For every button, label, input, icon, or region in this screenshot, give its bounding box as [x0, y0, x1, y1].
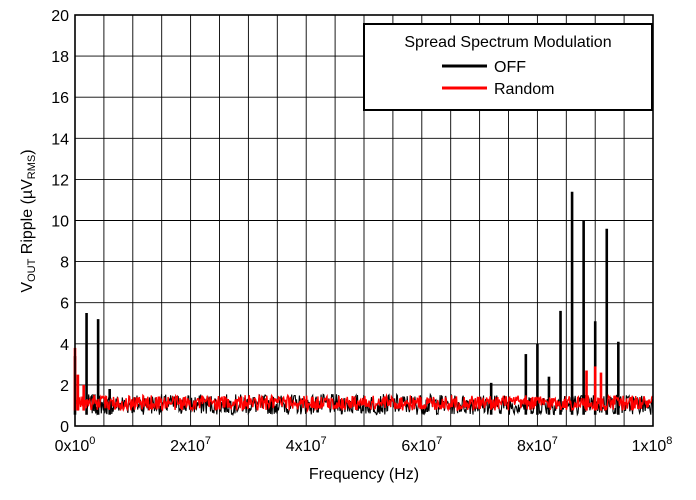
legend-label-off: OFF — [494, 59, 526, 76]
series-noise-floor — [74, 392, 654, 414]
y-tick-label: 4 — [60, 337, 69, 354]
legend-box — [363, 23, 653, 111]
plot-frame — [74, 14, 654, 427]
y-tick-label: 12 — [51, 172, 69, 189]
y-tick-label: 16 — [51, 90, 69, 107]
legend-entries: OFF Random — [442, 59, 554, 98]
y-tick-label: 20 — [51, 8, 69, 25]
legend-label-random: Random — [494, 81, 554, 98]
x-tick-label: 2x107 — [170, 435, 211, 455]
x-tick-label: 4x107 — [286, 435, 327, 455]
x-tick-label: 0x100 — [55, 435, 96, 455]
legend: Spread Spectrum Modulation OFF Random — [363, 23, 653, 111]
y-tick-label: 14 — [51, 131, 69, 148]
y-axis-label-unit-sub: RMS — [26, 155, 38, 179]
y-tick-label: 6 — [60, 296, 69, 313]
grid — [75, 15, 653, 426]
series-layer — [73, 191, 654, 417]
x-tick-label: 1x108 — [632, 435, 673, 455]
x-tick-label: 8x107 — [517, 435, 558, 455]
y-axis-label-prefix: V — [19, 282, 36, 293]
y-tick-label: 18 — [51, 49, 69, 66]
legend-title: Spread Spectrum Modulation — [404, 34, 611, 51]
y-axis-label-middle: Ripple (µV — [19, 179, 36, 259]
x-axis-label: Frequency (Hz) — [309, 466, 419, 483]
y-axis-label: VOUT Ripple (µVRMS) — [19, 149, 38, 292]
y-axis-label-prefix-sub: OUT — [26, 258, 38, 282]
x-tick-label: 6x107 — [401, 435, 442, 455]
y-tick-label: 8 — [60, 255, 69, 272]
axis-ticks: 0 2 4 6 8 10 12 14 16 18 20 0x100 2x107 4x107 6x107 8x1… — [51, 8, 672, 455]
series-off — [73, 191, 654, 417]
y-tick-label: 2 — [60, 378, 69, 395]
y-tick-label: 0 — [60, 419, 69, 436]
y-axis-label-suffix: ) — [19, 149, 36, 154]
y-tick-label: 10 — [51, 214, 69, 231]
